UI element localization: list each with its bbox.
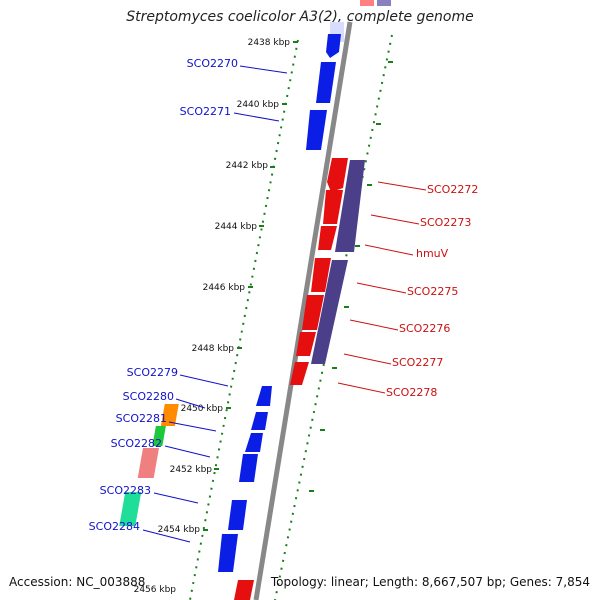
scale-ticks [203,41,298,531]
operon-blocks [311,160,365,364]
gene-arrow [326,34,341,58]
gene-label[interactable]: SCO2271 [180,105,231,118]
gene-arrow [323,190,343,224]
teal-gene [119,492,142,526]
gene-arrow [245,433,263,452]
scale-label: 2452 kbp [170,465,213,475]
gene-label[interactable]: hmuV [416,247,449,260]
gene-label[interactable]: SCO2280 [123,390,174,403]
page-title: Streptomyces coelicolor A3(2), complete … [126,9,474,25]
gene-arrow [327,158,348,192]
gene-arrow [234,580,254,600]
accession-label: Accession: NC_003888 [9,575,146,589]
gene-arrow [302,295,324,330]
gene-label[interactable]: SCO2270 [187,57,238,70]
scale-label: 2450 kbp [181,404,224,414]
gene-arrow [290,362,309,385]
gene-label[interactable]: SCO2275 [407,285,458,298]
pink-gene [137,448,160,478]
gene-label[interactable]: SCO2277 [392,356,443,369]
scale-label: 2440 kbp [237,100,280,110]
genome-summary-label: Topology: linear; Length: 8,667,507 bp; … [270,575,590,589]
scale-label: 2454 kbp [158,525,201,535]
gene-label[interactable]: SCO2278 [386,386,437,399]
scale-label: 2438 kbp [248,38,291,48]
gene-arrow [239,454,258,482]
scale-label: 2444 kbp [215,222,258,232]
gene-arrow [311,258,331,292]
scale-label: 2448 kbp [192,344,235,354]
scale-label: 2446 kbp [203,283,246,293]
gene-arrow [228,500,247,530]
gene-label[interactable]: SCO2284 [89,520,140,533]
gene-arrow [316,62,336,103]
gene-arrow [251,412,268,430]
right-scale-ticks [309,61,393,492]
gene-label[interactable]: SCO2279 [127,366,178,379]
gene-label[interactable]: SCO2273 [420,216,471,229]
gene-arrow [218,534,238,572]
faded-gene-top-right-2 [377,0,391,6]
gene-arrow [306,110,327,150]
reverse-gene-arrows[interactable] [234,158,348,600]
gene-arrow [318,226,337,250]
scale-label: 2442 kbp [226,161,269,171]
gene-label[interactable]: SCO2272 [427,183,478,196]
faded-gene-top-right [360,0,374,6]
gene-label[interactable]: SCO2283 [100,484,151,497]
gene-label[interactable]: SCO2282 [111,437,162,450]
green-gene [152,426,166,446]
genome-backbone [253,21,353,600]
forward-gene-arrows[interactable] [218,34,341,572]
gene-arrow [256,386,272,406]
gene-label[interactable]: SCO2276 [399,322,450,335]
gene-label[interactable]: SCO2281 [116,412,167,425]
scale-label: 2456 kbp [134,585,177,595]
orange-gene [160,404,179,426]
gene-arrow [296,332,316,356]
